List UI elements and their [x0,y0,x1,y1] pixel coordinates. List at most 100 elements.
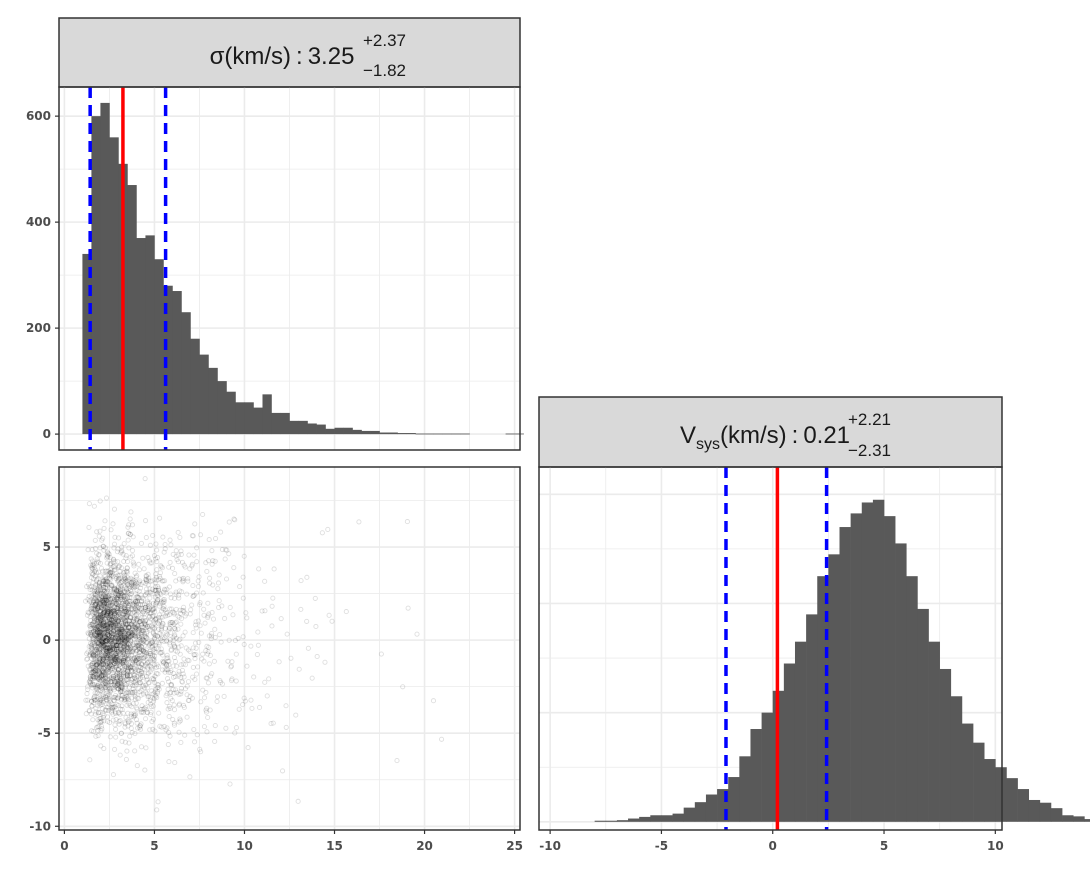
scatter-point [111,618,117,624]
scatter-point [90,622,96,628]
scatter-point [90,682,96,688]
scatter-point [122,695,128,701]
scatter-point [126,625,132,631]
scatter-point [91,631,97,638]
scatter-point [121,647,127,653]
scatter-point [95,635,101,641]
scatter-point [100,587,106,593]
scatter-point [95,633,101,639]
scatter-point [85,609,91,615]
scatter-point [135,625,141,631]
scatter-point [146,641,153,647]
scatter-point [110,642,116,648]
scatter-point [156,612,162,618]
scatter-point [193,619,199,625]
scatter-point [100,714,106,720]
scatter-point [102,647,109,653]
scatter-point [109,676,115,682]
scatter-point [119,703,125,709]
scatter-point [88,676,94,682]
scatter-point [95,576,101,582]
scatter-point [139,629,145,635]
scatter-point [114,642,120,649]
scatter-point [121,582,127,588]
scatter-point [121,634,127,640]
vsys-minus-text: −2.31 [848,441,891,460]
scatter-point [116,628,122,635]
scatter-point [97,684,103,690]
scatter-point [209,630,215,637]
scatter-point [103,701,109,707]
scatter-point [120,576,126,582]
vsys-x-tick-label: 0 [769,839,777,853]
scatter-point [104,582,110,588]
scatter-point [121,652,127,658]
vsys-bar [939,668,952,822]
scatter-point [110,655,116,661]
scatter-point [126,624,132,630]
scatter-point [130,607,136,613]
scatter-point [126,624,132,630]
scatter-point [91,616,97,622]
scatter-point [101,673,107,679]
scatter-point [119,598,125,604]
scatter-point [101,525,107,531]
scatter-point [138,706,144,713]
scatter-point [121,630,128,636]
scatter-point [107,592,113,598]
scatter-point [97,629,103,635]
scatter-point [167,606,173,612]
scatter-point [114,671,120,677]
scatter-point [115,620,121,626]
scatter-point [101,588,108,594]
scatter-point [111,661,118,667]
scatter-point [153,574,159,580]
scatter-point [114,662,120,669]
scatter-point [111,704,117,710]
scatter-point [113,692,119,699]
scatter-point [94,725,100,731]
scatter-point [147,605,153,611]
scatter-point [161,596,167,603]
scatter-point [116,624,122,630]
scatter-point [92,646,98,652]
scatter-point [129,660,135,666]
scatter-point [108,620,114,626]
scatter-point [113,734,119,740]
scatter-point [125,697,131,703]
scatter-point [113,673,119,679]
vsys-bar [839,527,851,822]
scatter-point [123,625,129,631]
scatter-point [90,630,96,636]
scatter-point [124,610,130,616]
scatter-point [127,646,133,652]
scatter-point [115,667,121,673]
scatter-point [133,666,139,672]
scatter-point [107,667,113,673]
scatter-point [136,581,142,587]
scatter-point [93,667,99,673]
scatter-point [92,606,98,612]
scatter-point [105,609,111,615]
scatter-point [115,681,121,687]
scatter-point [114,645,120,651]
scatter-point [111,678,118,684]
scatter-point [97,608,103,614]
scatter-point [117,590,123,596]
scatter-point [95,559,101,566]
scatter-point [108,675,114,681]
scatter-point [90,598,96,604]
scatter-point [102,580,108,587]
scatter-point [96,620,102,626]
scatter-point [232,637,238,644]
scatter-point [124,559,131,565]
vsys-bar [872,499,885,822]
scatter-point [120,551,126,557]
scatter-point [152,673,158,679]
scatter-point [107,662,113,668]
scatter-point [102,634,108,640]
scatter-point [100,656,106,662]
scatter-point [118,594,124,600]
scatter-point [138,726,144,732]
scatter-point [121,621,127,627]
